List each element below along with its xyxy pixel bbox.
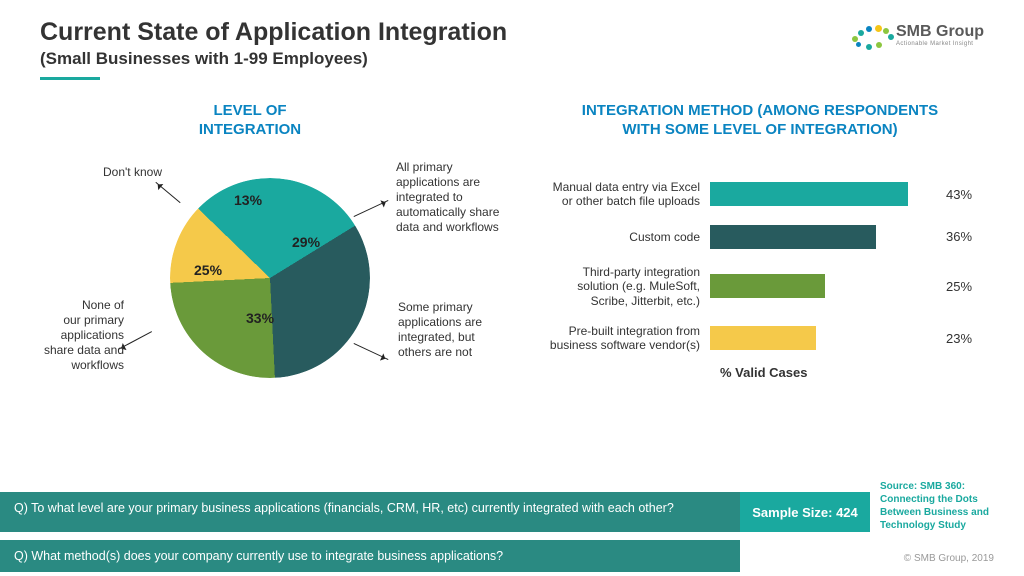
copyright: © SMB Group, 2019 [904, 553, 994, 564]
bar-row: Pre-built integration from business soft… [540, 324, 980, 353]
page-title: Current State of Application Integration [40, 18, 984, 47]
bar-value: 36% [946, 229, 972, 244]
bar-value: 23% [946, 331, 972, 346]
pie-graphic [170, 178, 370, 378]
footer-question-1: Q) To what level are your primary busine… [0, 492, 740, 532]
source-prefix: Source: [880, 481, 917, 492]
bar-chart-title: INTEGRATION METHOD (AMONG RESPONDENTSWIT… [540, 102, 980, 140]
header: Current State of Application Integration… [40, 18, 984, 80]
bar-fill [710, 225, 876, 249]
logo-dots-icon [848, 22, 890, 48]
pie-value-0: 29% [292, 234, 320, 250]
bar-track [710, 274, 940, 298]
pie-chart: 29% 33% 25% 13% [170, 178, 370, 378]
bar-row: Third-party integration solution (e.g. M… [540, 265, 980, 308]
sample-size-value: 424 [836, 505, 858, 520]
bar-value: 25% [946, 279, 972, 294]
pie-label-1: Some primaryapplications areintegrated, … [398, 300, 508, 360]
valid-cases-label: % Valid Cases [720, 365, 980, 380]
pie-value-3: 13% [234, 192, 262, 208]
pie-label-3: Don't know [82, 165, 162, 180]
title-underline [40, 77, 100, 80]
page-subtitle: (Small Businesses with 1-99 Employees) [40, 49, 984, 69]
pie-value-1: 33% [246, 310, 274, 326]
bar-row: Custom code 36% [540, 225, 980, 249]
bar-fill [710, 326, 816, 350]
bar-track [710, 326, 940, 350]
bar-fill [710, 274, 825, 298]
bar-row: Manual data entry via Excel or other bat… [540, 180, 980, 209]
bar-track [710, 182, 940, 206]
logo-text: SMB Group [896, 23, 984, 41]
bar-label: Third-party integration solution (e.g. M… [540, 265, 710, 308]
pie-label-2: None ofour primaryapplicationsshare data… [32, 298, 124, 373]
pie-label-0: All primaryapplications areintegrated to… [396, 160, 516, 235]
bar-label: Pre-built integration from business soft… [540, 324, 710, 353]
bar-fill [710, 182, 908, 206]
bar-label: Custom code [540, 230, 710, 244]
bar-label: Manual data entry via Excel or other bat… [540, 180, 710, 209]
sample-size-box: Sample Size: 424 [740, 492, 870, 532]
pie-chart-title: LEVEL OFINTEGRATION [90, 102, 410, 140]
sample-size-label: Sample Size: [752, 505, 832, 520]
bar-track [710, 225, 940, 249]
bar-value: 43% [946, 187, 972, 202]
slide: Current State of Application Integration… [0, 0, 1024, 576]
pie-value-2: 25% [194, 262, 222, 278]
brand-logo: SMB Group Actionable Market Insight [848, 22, 984, 48]
bar-chart: Manual data entry via Excel or other bat… [540, 180, 980, 380]
footer-question-2: Q) What method(s) does your company curr… [0, 540, 740, 572]
source-citation: Source: SMB 360: Connecting the Dots Bet… [880, 480, 1020, 532]
logo-tagline: Actionable Market Insight [896, 41, 984, 47]
